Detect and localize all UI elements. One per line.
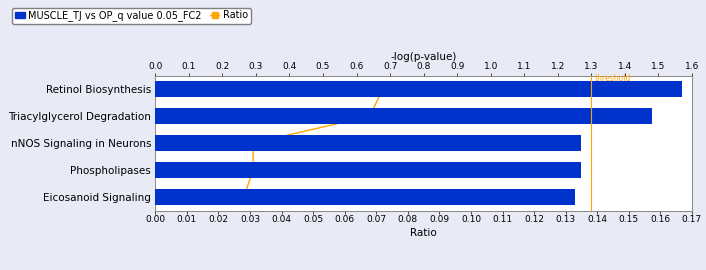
X-axis label: Ratio: Ratio — [410, 228, 437, 238]
Text: threshold: threshold — [594, 74, 631, 83]
Bar — [155, 189, 575, 205]
Legend: MUSCLE_TJ vs OP_q value 0.05_FC2, Ratio: MUSCLE_TJ vs OP_q value 0.05_FC2, Ratio — [12, 8, 251, 24]
Bar — [155, 135, 581, 151]
X-axis label: -log(p-value): -log(p-value) — [390, 52, 457, 62]
Bar — [155, 108, 652, 124]
Bar — [155, 81, 682, 97]
Bar — [155, 162, 581, 178]
